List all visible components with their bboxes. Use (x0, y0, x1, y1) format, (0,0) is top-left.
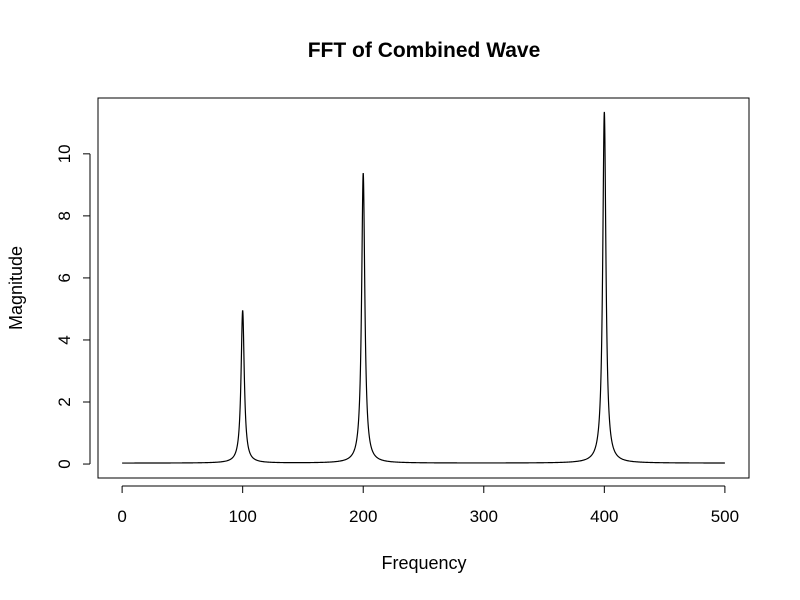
y-tick-label: 0 (55, 459, 74, 468)
y-axis: 0 2 4 6 8 10 (55, 144, 91, 469)
x-axis-label: Frequency (381, 553, 466, 573)
y-axis-label: Magnitude (6, 246, 26, 330)
chart-title: FFT of Combined Wave (308, 39, 541, 62)
y-tick-label: 10 (55, 144, 74, 163)
y-tick-label: 4 (55, 335, 74, 344)
x-tick-label: 100 (228, 507, 256, 526)
y-tick-label: 6 (55, 273, 74, 282)
x-tick-label: 400 (590, 507, 618, 526)
x-axis: 0 100 200 300 400 500 (117, 485, 739, 526)
y-tick-label: 8 (55, 211, 74, 220)
plot-frame (97, 97, 750, 479)
series-line-fft (122, 111, 725, 464)
x-tick-label: 500 (711, 507, 739, 526)
x-tick-label: 300 (470, 507, 498, 526)
x-tick-label: 200 (349, 507, 377, 526)
x-tick-label: 0 (117, 507, 126, 526)
y-tick-label: 2 (55, 397, 74, 406)
